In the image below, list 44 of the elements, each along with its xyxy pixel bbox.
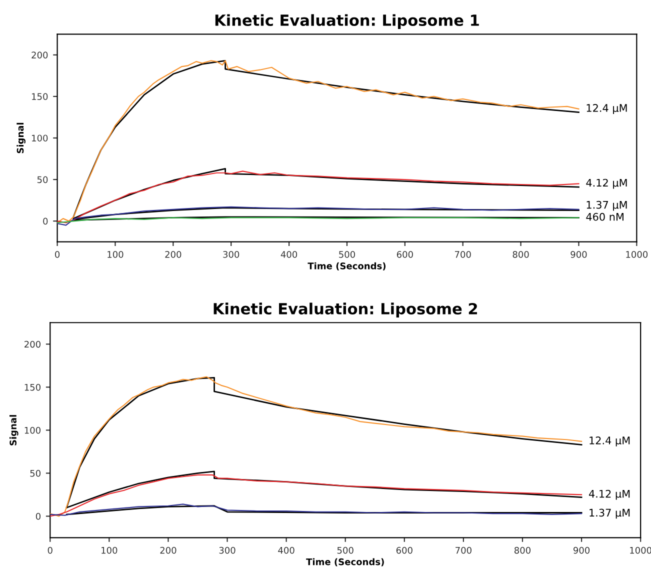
x-tick-label: 800 [512, 251, 529, 258]
x-tick-label: 0 [55, 251, 60, 258]
x-tick-label: 400 [278, 546, 294, 554]
series-label: 460 nM [586, 212, 624, 221]
x-tick-label: 900 [573, 546, 590, 554]
y-tick-label: 100 [24, 426, 40, 434]
x-tick-label: 600 [396, 546, 412, 554]
x-axis-title: Time (Seconds) [308, 262, 386, 270]
x-tick-label: 500 [339, 251, 355, 258]
x-tick-label: 600 [396, 251, 413, 258]
y-axis-title: Signal [10, 415, 18, 446]
y-tick-label: 100 [32, 134, 48, 142]
y-tick-label: 200 [32, 52, 48, 58]
x-tick-label: 700 [454, 251, 471, 258]
x-tick-label: 1000 [630, 546, 651, 554]
x-tick-label: 300 [223, 251, 240, 258]
y-tick-label: 150 [32, 93, 48, 100]
y-tick-label: 200 [24, 340, 40, 348]
x-tick-label: 200 [165, 251, 182, 258]
y-tick-label: 150 [24, 384, 40, 391]
series-label: 1.37 µM [586, 200, 627, 211]
x-tick-label: 100 [108, 251, 124, 258]
x-tick-label: 800 [514, 546, 531, 554]
series-label: 12.4 µM [586, 104, 627, 114]
y-tick-label: 50 [30, 470, 40, 477]
series-label: 4.12 µM [586, 178, 627, 189]
series-label: 4.12 µM [588, 490, 630, 500]
y-tick-label: 50 [37, 176, 48, 184]
x-tick-label: 900 [570, 251, 587, 258]
x-tick-label: 700 [456, 546, 472, 554]
y-tick-label: 0 [36, 512, 40, 520]
x-tick-label: 1000 [626, 251, 648, 258]
x-tick-label: 200 [160, 546, 176, 554]
x-tick-label: 400 [280, 251, 298, 258]
y-tick-label: 0 [43, 218, 48, 225]
y-axis-title: Signal [16, 122, 26, 154]
x-tick-label: 100 [102, 546, 118, 554]
series-label: 12.4 µM [590, 436, 630, 446]
chart-title: Kinetic Evaluation: Liposome 1 [215, 14, 479, 29]
series-label: 1.37 µM [590, 508, 630, 519]
x-axis-title: Time (Seconds) [306, 558, 384, 566]
x-tick-label: 300 [219, 546, 236, 554]
chart-title: Kinetic Evaluation: Liposome 2 [214, 302, 477, 318]
x-tick-label: 500 [337, 546, 354, 554]
